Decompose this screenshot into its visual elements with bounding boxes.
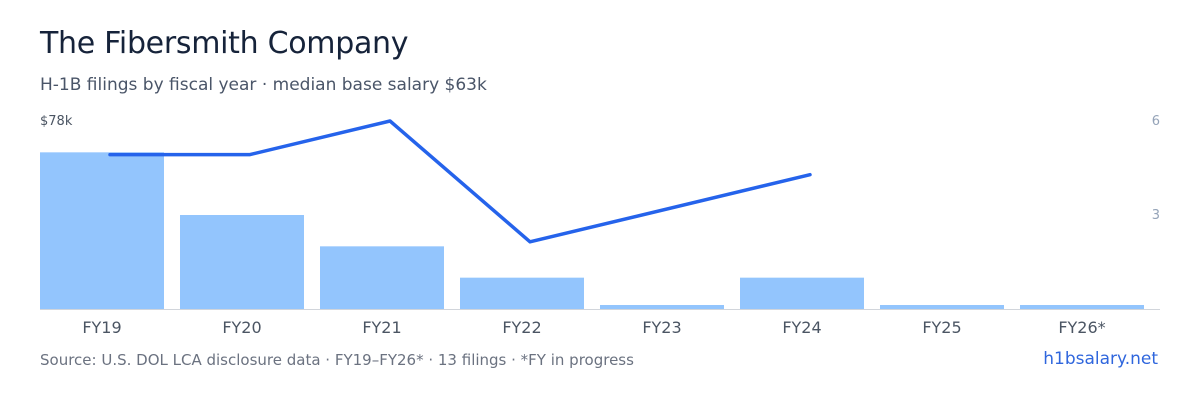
right-axis-tick: 6 bbox=[1152, 114, 1160, 129]
bar-fy23 bbox=[600, 305, 724, 309]
bar-fy25 bbox=[880, 305, 1004, 309]
bar-fy21 bbox=[320, 246, 444, 309]
category-label: FY22 bbox=[502, 318, 541, 337]
category-label: FY25 bbox=[922, 318, 961, 337]
bar-fy26 bbox=[1020, 305, 1144, 309]
bar-fy20 bbox=[180, 215, 304, 309]
category-label: FY23 bbox=[642, 318, 681, 337]
bar-fy19 bbox=[40, 152, 164, 309]
category-label: FY24 bbox=[782, 318, 821, 337]
bar-fy22 bbox=[460, 277, 584, 309]
left-axis-ticks: $78k bbox=[40, 114, 73, 129]
right-axis-ticks: 36 bbox=[1152, 114, 1160, 223]
category-label: FY21 bbox=[362, 318, 401, 337]
left-axis-tick: $78k bbox=[40, 114, 73, 129]
chart-title: The Fibersmith Company bbox=[40, 26, 409, 61]
median-salary-line bbox=[108, 119, 812, 244]
category-label: FY20 bbox=[222, 318, 261, 337]
bars-layer bbox=[40, 152, 1144, 309]
line-layer bbox=[108, 119, 812, 244]
bar-fy24 bbox=[740, 277, 864, 309]
category-label: FY19 bbox=[82, 318, 121, 337]
chart-subtitle: H-1B filings by fiscal year · median bas… bbox=[40, 75, 487, 95]
right-axis-tick: 3 bbox=[1152, 208, 1160, 223]
site-link[interactable]: h1bsalary.net bbox=[1043, 349, 1158, 369]
category-label: FY26* bbox=[1058, 318, 1105, 337]
footer-source: Source: U.S. DOL LCA disclosure data · F… bbox=[40, 351, 634, 369]
category-labels: FY19 FY20 FY21 FY22 FY23 FY24 FY25 FY26* bbox=[82, 318, 1105, 337]
